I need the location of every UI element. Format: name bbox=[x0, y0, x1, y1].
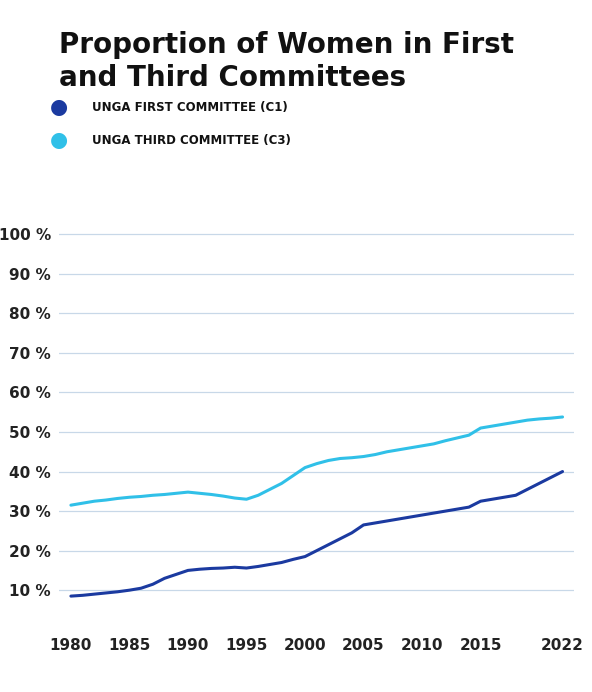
Text: UNGA THIRD COMMITTEE (C3): UNGA THIRD COMMITTEE (C3) bbox=[92, 134, 291, 147]
Text: Proportion of Women in First: Proportion of Women in First bbox=[59, 31, 514, 59]
Text: and Third Committees: and Third Committees bbox=[59, 64, 406, 91]
Text: UNGA FIRST COMMITTEE (C1): UNGA FIRST COMMITTEE (C1) bbox=[92, 101, 288, 113]
Text: ●: ● bbox=[50, 98, 68, 117]
Text: ●: ● bbox=[50, 131, 68, 150]
